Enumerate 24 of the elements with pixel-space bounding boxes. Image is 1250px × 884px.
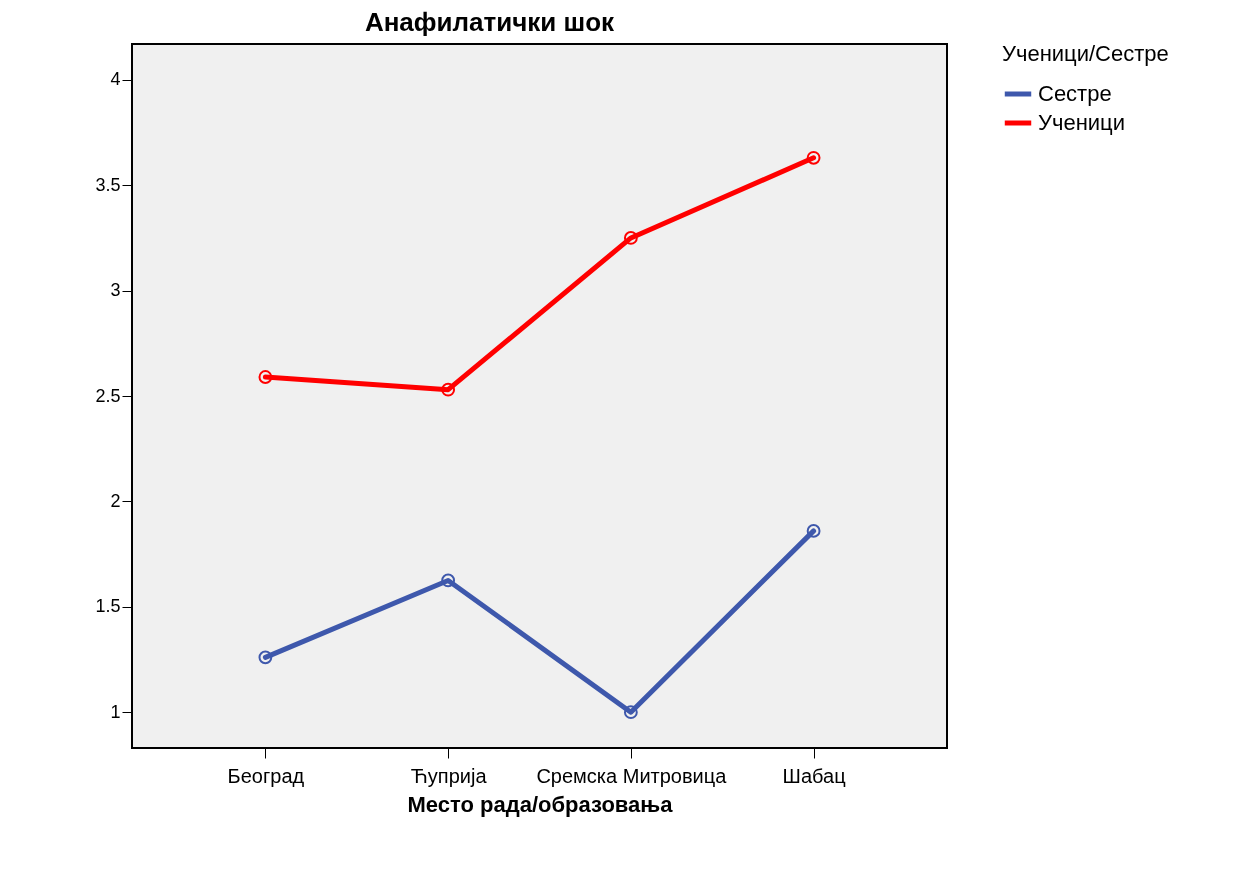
point xyxy=(441,573,456,588)
point xyxy=(623,231,638,245)
y-tick-label: 2.5 xyxy=(95,385,121,406)
point xyxy=(623,705,638,720)
legend-label: Сестре xyxy=(1038,81,1112,106)
y-tick-label: 4 xyxy=(110,69,121,90)
point xyxy=(258,370,273,384)
y-tick-label: 3.5 xyxy=(95,174,121,195)
chart-title: Анафилатички шок xyxy=(364,7,616,37)
point xyxy=(258,650,273,665)
x-tick-label: Београд xyxy=(227,764,305,787)
legend-title: Ученици/Сестре xyxy=(1002,41,1169,66)
y-tick-label: 2 xyxy=(110,490,121,511)
y-tick-label: 3 xyxy=(110,280,121,301)
legend-label: Ученици xyxy=(1038,110,1126,135)
x-tick-label: Шабац xyxy=(782,764,846,787)
y-tick-label: 1 xyxy=(110,701,121,722)
x-tick-label: Сремска Митровица xyxy=(536,764,728,787)
point xyxy=(441,382,456,397)
x-tick-label: Ћуприја xyxy=(410,764,488,787)
point xyxy=(806,523,821,538)
point xyxy=(806,150,821,165)
x-axis-title: Место рада/образовања xyxy=(407,791,674,817)
y-tick-label: 1.5 xyxy=(95,596,121,617)
